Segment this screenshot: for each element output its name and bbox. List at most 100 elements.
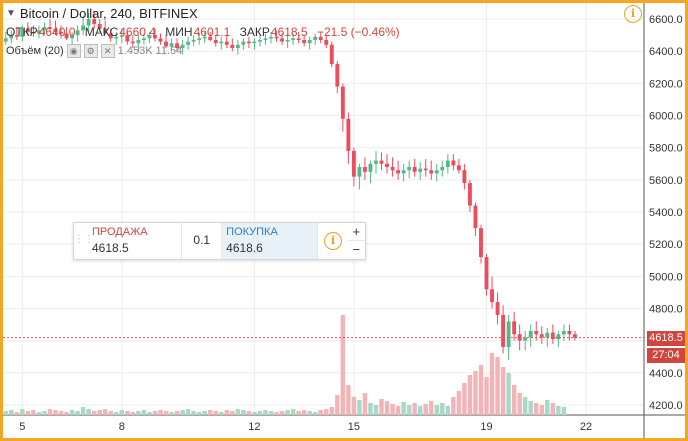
volume-bar: [3, 411, 8, 415]
x-tick-label: 5: [19, 421, 25, 433]
candle-body: [501, 314, 506, 348]
chevron-down-icon[interactable]: ▼: [6, 8, 16, 19]
volume-bar: [462, 383, 467, 415]
candle-body: [291, 38, 296, 40]
y-tick-label: 6200.0: [649, 78, 683, 90]
candle-body: [329, 44, 334, 65]
volume-bar: [556, 406, 561, 415]
candle-body: [59, 31, 63, 34]
volume-bar: [445, 406, 451, 415]
y-tick-label: 5200.0: [649, 239, 683, 251]
candle-body: [48, 27, 52, 29]
volume-bar: [20, 409, 25, 415]
volume-bar: [47, 409, 53, 415]
volume-bar: [473, 371, 478, 415]
info-icon[interactable]: i: [324, 232, 342, 250]
settings-icon[interactable]: ⚙: [83, 44, 98, 58]
volume-bar: [324, 409, 329, 415]
info-icon[interactable]: i: [624, 5, 642, 23]
candle-body: [158, 38, 163, 42]
volume-bar: [185, 409, 191, 415]
candle-body: [97, 23, 102, 29]
sell-button[interactable]: ПРОДАЖА 4618.5: [88, 223, 183, 259]
quantity-field[interactable]: 0.1: [182, 223, 223, 259]
volume-bar: [539, 405, 544, 415]
candle-body: [75, 30, 80, 36]
drag-handle-icon[interactable]: ⋮⋮: [74, 234, 94, 245]
volume-bar: [451, 397, 456, 415]
y-tick-label: 5400.0: [649, 207, 683, 219]
candle-body: [202, 36, 207, 39]
volume-bar: [158, 410, 163, 415]
candle-body: [307, 39, 312, 44]
x-tick-label: 15: [348, 421, 360, 433]
volume-bar: [401, 402, 406, 415]
decrease-button[interactable]: −: [347, 240, 365, 258]
candle-body: [545, 332, 550, 338]
candle-body: [280, 38, 284, 42]
volume-bar: [246, 411, 252, 415]
candle-body: [258, 39, 262, 42]
volume-bar: [97, 410, 102, 415]
candle-body: [401, 170, 406, 174]
candle-body: [252, 41, 257, 44]
volume-bar: [489, 353, 495, 415]
buy-price: 4618.6: [226, 241, 263, 255]
candle-body: [572, 334, 577, 338]
volume-bar: [86, 409, 91, 415]
candle-body: [164, 41, 168, 47]
candle-body: [418, 168, 423, 172]
volume-bar: [279, 411, 285, 415]
volume-bar: [58, 411, 64, 415]
candle-body: [9, 35, 14, 39]
candle-body: [25, 28, 30, 32]
candle-body: [136, 39, 141, 44]
candle-body: [357, 167, 362, 177]
volume-bar: [412, 403, 417, 415]
volume-bar: [307, 411, 312, 415]
candle-body: [534, 331, 539, 335]
volume-bar: [147, 412, 152, 415]
volume-bar: [252, 412, 257, 415]
volume-bar: [362, 393, 368, 415]
volume-label[interactable]: Объём (20): [6, 45, 64, 57]
candle-body: [125, 35, 130, 42]
volume-bar: [373, 405, 379, 415]
candle-body: [495, 302, 500, 315]
candle-body: [556, 334, 561, 340]
volume-bar: [390, 404, 395, 415]
open-label: ОТКР: [6, 25, 38, 39]
volume-bar: [511, 385, 517, 415]
candle-body: [169, 43, 174, 47]
volume-bar: [313, 412, 318, 415]
candle-body: [313, 36, 318, 40]
candle-body: [385, 163, 389, 167]
volume-bar: [114, 412, 119, 415]
y-tick-label: 5800.0: [649, 143, 683, 155]
volume-bar: [528, 401, 533, 415]
x-tick-label: 22: [580, 421, 592, 433]
candle-body: [180, 44, 185, 49]
last-price-tag: 4618.5: [647, 330, 685, 346]
trade-info[interactable]: i: [318, 223, 347, 259]
volume-legend: Объём (20) ◉ ⚙ ✕ 1.453K 11.54: [6, 44, 182, 58]
volume-bar: [9, 410, 14, 415]
volume-bar: [456, 391, 462, 415]
buy-button[interactable]: ПОКУПКА 4618.6: [222, 223, 319, 259]
volume-bar: [180, 410, 185, 415]
volume-bar: [219, 412, 224, 415]
volume-bar: [202, 411, 207, 415]
candle-body: [412, 167, 417, 172]
symbol-title[interactable]: Bitcoin / Dollar, 240, BITFINEX: [19, 6, 198, 21]
eye-icon[interactable]: ◉: [66, 44, 81, 58]
volume-bar: [141, 410, 147, 415]
close-icon[interactable]: ✕: [100, 44, 115, 58]
close-label: ЗАКР: [239, 25, 270, 39]
increase-button[interactable]: +: [352, 224, 361, 239]
candle-body: [208, 36, 213, 40]
volume-bar: [230, 411, 235, 415]
volume-bar: [274, 412, 279, 415]
chart-canvas[interactable]: 4200.04400.04600.04800.05000.05200.05400…: [3, 3, 685, 438]
candle-body: [64, 33, 69, 39]
volume-bar: [285, 410, 290, 415]
